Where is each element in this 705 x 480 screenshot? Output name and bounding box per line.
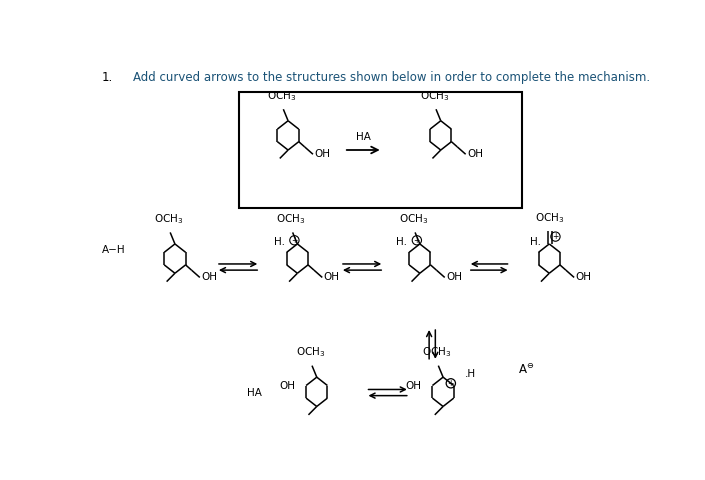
Text: OH: OH: [314, 149, 330, 159]
Text: OCH$_3$: OCH$_3$: [534, 211, 564, 225]
Text: H.: H.: [530, 238, 541, 247]
Text: Add curved arrows to the structures shown below in order to complete the mechani: Add curved arrows to the structures show…: [133, 72, 650, 84]
Text: OCH$_3$: OCH$_3$: [154, 213, 183, 226]
Text: +: +: [414, 236, 420, 245]
Text: OCH$_3$: OCH$_3$: [296, 346, 325, 360]
Text: OH: OH: [279, 381, 295, 391]
Text: OCH$_3$: OCH$_3$: [276, 213, 306, 226]
Text: OCH$_3$: OCH$_3$: [399, 213, 428, 226]
Text: 1.: 1.: [102, 72, 114, 84]
Text: +: +: [448, 379, 454, 388]
Text: OH: OH: [201, 273, 217, 282]
Text: A$^{\ominus}$: A$^{\ominus}$: [518, 362, 534, 377]
Text: H.: H.: [274, 238, 285, 247]
Text: +: +: [552, 232, 558, 241]
Text: OCH$_3$: OCH$_3$: [422, 346, 451, 360]
Text: OH: OH: [405, 381, 422, 391]
Text: .H: .H: [465, 369, 476, 379]
Bar: [239, 92, 522, 208]
Text: OH: OH: [467, 149, 483, 159]
Text: A−H: A−H: [102, 245, 125, 255]
Text: HA: HA: [356, 132, 371, 142]
Text: OH: OH: [324, 273, 340, 282]
Text: OCH$_3$: OCH$_3$: [419, 89, 449, 103]
Text: OH: OH: [446, 273, 462, 282]
Text: +: +: [291, 236, 298, 245]
Text: HA: HA: [247, 387, 262, 397]
Text: H.: H.: [396, 238, 407, 247]
Text: OCH$_3$: OCH$_3$: [267, 89, 297, 103]
Text: OH: OH: [575, 273, 591, 282]
